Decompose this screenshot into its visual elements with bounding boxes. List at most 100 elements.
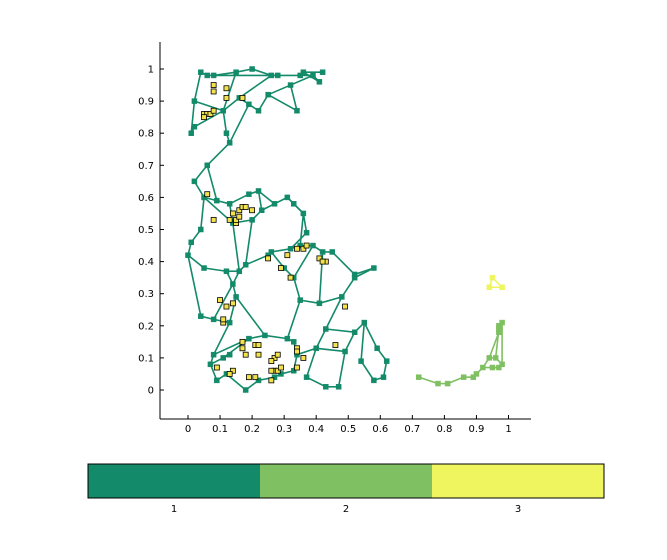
node-series-1	[226, 140, 233, 146]
highlight-marker	[210, 216, 217, 223]
node-series-1	[268, 72, 275, 79]
node-series-1	[191, 178, 198, 185]
edge-series-1	[187, 255, 202, 317]
network-nodes	[185, 66, 505, 393]
x-ticks: 0 0.1 0.2 0.3 0.4 0.5 0.6 0.7 0.8 0.9 1	[185, 415, 512, 435]
node-series-1	[191, 124, 198, 130]
node-series-1	[236, 268, 243, 274]
node-series-1	[291, 201, 297, 207]
edge-series-1	[193, 72, 202, 102]
node-series-1	[255, 188, 262, 194]
network-edges	[187, 68, 503, 391]
highlight-marker	[236, 207, 243, 214]
node-series-3	[489, 274, 496, 281]
edge-series-1	[244, 219, 253, 265]
edge-series-1	[206, 142, 231, 166]
highlight-marker	[220, 316, 227, 323]
edge-series-1	[203, 267, 227, 273]
edge-series-1	[200, 197, 205, 230]
edge-series-1	[360, 360, 375, 381]
node-series-1	[374, 345, 380, 352]
highlight-marker	[284, 252, 291, 259]
node-series-1	[361, 319, 368, 326]
colorbar: 1 2 3	[87, 463, 605, 515]
highlight-marker	[268, 377, 275, 384]
node-series-1	[274, 72, 281, 79]
highlight-marker	[268, 367, 275, 374]
edge-series-1	[344, 331, 356, 352]
node-series-1	[323, 326, 329, 332]
node-series-1	[297, 242, 303, 249]
highlight-marker	[268, 358, 275, 365]
node-series-1	[220, 355, 227, 361]
node-series-1	[319, 249, 326, 255]
highlight-marker	[287, 274, 294, 281]
highlight-marker	[210, 88, 217, 95]
node-series-1	[204, 162, 210, 169]
highlight-marker	[342, 303, 348, 310]
highlight-marker	[236, 213, 243, 220]
edge-series-1	[306, 376, 327, 388]
edge-series-1	[363, 322, 378, 349]
edge-series-1	[337, 351, 346, 387]
x-tick-label: 0.9	[468, 424, 484, 435]
edge-series-1	[360, 322, 366, 362]
highlight-marker	[245, 374, 252, 381]
node-series-1	[226, 351, 233, 358]
node-series-2	[444, 380, 451, 387]
node-series-1	[316, 300, 323, 307]
y-tick-label: 0.9	[138, 97, 154, 108]
node-series-1	[226, 201, 233, 207]
edge-series-1	[194, 110, 224, 128]
node-series-1	[223, 268, 230, 274]
node-series-1	[294, 107, 300, 114]
node-series-1	[284, 194, 291, 201]
edge-series-1	[296, 347, 317, 356]
edge-series-1	[300, 299, 320, 305]
edge-series-1	[267, 93, 298, 112]
y-tick-label: 1	[148, 65, 154, 76]
node-series-1	[300, 69, 307, 75]
node-series-1	[287, 246, 294, 252]
node-series-1	[268, 249, 275, 255]
node-series-1	[383, 358, 390, 364]
colorbar-segment	[432, 464, 604, 498]
x-tick-label: 0	[185, 424, 191, 435]
edge-series-1	[257, 190, 263, 211]
node-series-2	[496, 329, 502, 335]
highlight-marker	[201, 114, 207, 121]
edge-series-1	[264, 334, 288, 340]
x-tick-label: 0.8	[436, 424, 452, 435]
edge-series-1	[299, 213, 305, 246]
highlight-marker	[233, 216, 239, 223]
highlight-marker	[229, 300, 236, 307]
edge-series-1	[315, 328, 327, 349]
node-series-1	[210, 351, 217, 358]
node-series-1	[371, 265, 377, 271]
colorbar-tick-label: 1	[171, 504, 177, 515]
node-series-1	[230, 281, 236, 287]
highlight-marker	[204, 191, 211, 198]
edge-series-1	[290, 74, 314, 86]
y-tick-label: 0.6	[138, 193, 154, 204]
node-series-2	[499, 361, 505, 368]
edge-series-1	[271, 247, 291, 253]
colorbar-tick-label: 3	[515, 504, 521, 515]
y-tick-label: 0.2	[138, 321, 154, 332]
y-tick-label: 0.1	[138, 353, 154, 364]
node-series-2	[460, 374, 467, 380]
highlight-marker	[294, 364, 300, 371]
highlight-marker	[274, 367, 281, 374]
node-series-2	[489, 364, 496, 371]
node-series-1	[242, 262, 249, 268]
node-series-1	[246, 191, 252, 197]
highlight-marker	[316, 255, 323, 262]
node-series-1	[310, 72, 316, 79]
node-series-1	[185, 252, 191, 258]
node-series-1	[323, 384, 329, 390]
edge-series-1	[325, 296, 343, 330]
highlight-marker	[229, 210, 236, 217]
colorbar-segment	[88, 464, 260, 498]
highlight-marker	[319, 258, 326, 265]
y-tick-label: 0.5	[138, 225, 154, 236]
